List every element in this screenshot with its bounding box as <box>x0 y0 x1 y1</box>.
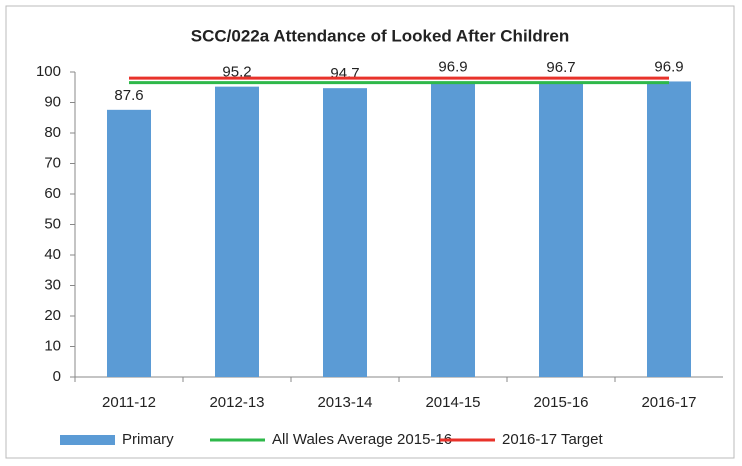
chart-title: SCC/022a Attendance of Looked After Chil… <box>191 26 569 45</box>
y-tick-label: 40 <box>44 246 61 263</box>
y-tick-label: 50 <box>44 215 61 232</box>
bar <box>107 109 151 377</box>
legend-label: 2016-17 Target <box>502 431 603 448</box>
data-label: 96.7 <box>546 59 575 76</box>
x-tick-label: 2014-15 <box>425 394 480 411</box>
legend-label: All Wales Average 2015-16 <box>272 431 452 448</box>
data-label: 95.2 <box>222 64 251 81</box>
bar <box>647 81 691 377</box>
y-tick-label: 30 <box>44 276 61 293</box>
data-label: 96.9 <box>654 58 683 75</box>
x-tick-label: 2015-16 <box>533 394 588 411</box>
y-tick-label: 20 <box>44 307 61 324</box>
bar <box>323 88 367 377</box>
bar <box>431 81 475 377</box>
x-tick-label: 2016-17 <box>641 394 696 411</box>
legend-label: Primary <box>122 431 174 448</box>
y-tick-label: 90 <box>44 93 61 110</box>
x-tick-label: 2012-13 <box>209 394 264 411</box>
x-tick-label: 2011-12 <box>102 394 156 411</box>
data-label: 96.9 <box>438 58 467 75</box>
y-tick-label: 80 <box>44 124 61 141</box>
y-tick-label: 0 <box>53 368 61 385</box>
y-tick-label: 60 <box>44 185 61 202</box>
bar <box>215 86 259 377</box>
y-tick-label: 10 <box>44 337 61 354</box>
y-tick-label: 70 <box>44 154 61 171</box>
data-label: 87.6 <box>114 87 143 104</box>
bar <box>539 82 583 377</box>
legend-swatch <box>60 435 115 445</box>
y-tick-label: 100 <box>36 63 61 80</box>
x-tick-label: 2013-14 <box>317 394 372 411</box>
